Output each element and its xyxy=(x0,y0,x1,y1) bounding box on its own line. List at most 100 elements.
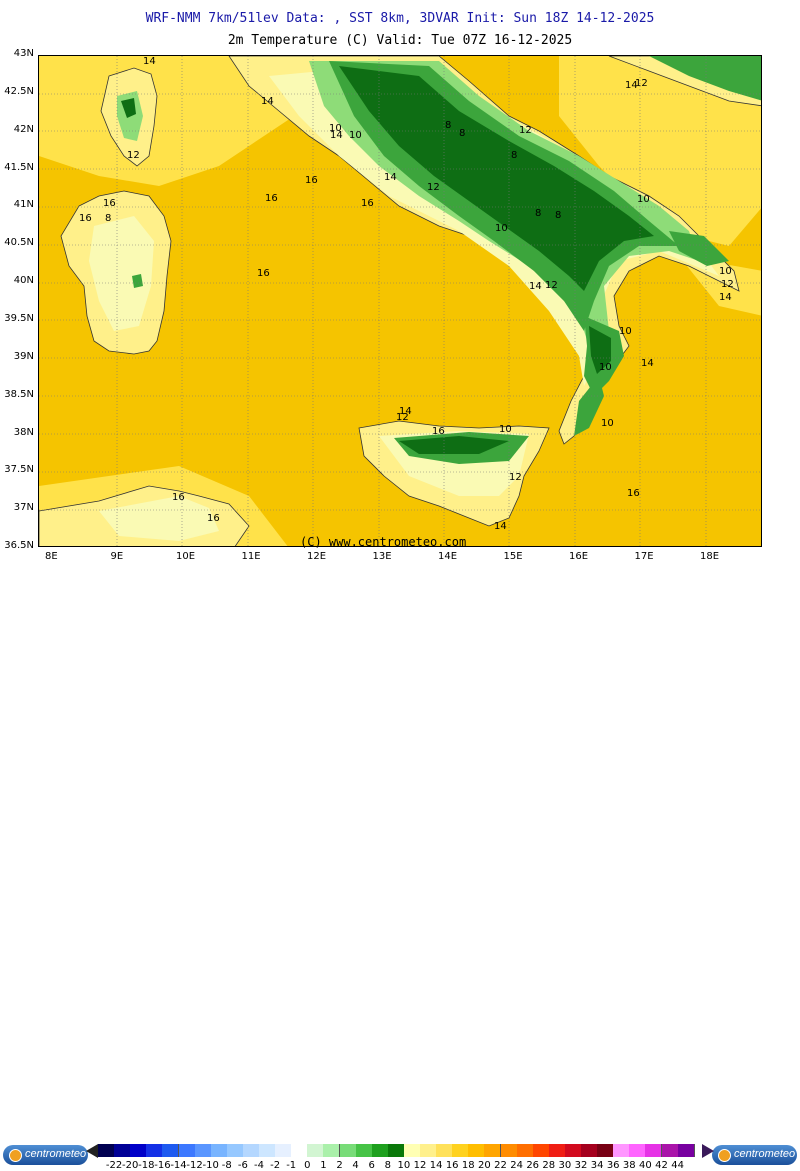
contour-label: 16 xyxy=(361,198,374,209)
legend-swatch xyxy=(194,1144,212,1157)
legend-swatch xyxy=(323,1144,341,1157)
lon-label: 14E xyxy=(438,551,458,562)
lat-label: 36.5N xyxy=(4,540,34,552)
lat-label: 38N xyxy=(13,426,34,438)
legend-max-arrow xyxy=(702,1144,714,1158)
contour-label: 16 xyxy=(79,213,92,224)
legend-swatch xyxy=(484,1144,502,1157)
contour-label: 12 xyxy=(545,280,558,291)
legend-swatch xyxy=(178,1144,196,1157)
contour-label: 12 xyxy=(509,472,522,483)
lat-label: 42N xyxy=(13,123,34,135)
legend-swatch xyxy=(339,1144,357,1157)
contour-label: 14 xyxy=(330,130,343,141)
contour-label: 10 xyxy=(329,123,342,134)
legend-swatch xyxy=(629,1144,647,1157)
contour-label: 12 xyxy=(127,150,140,161)
contour-label: 12 xyxy=(635,78,648,89)
contour-label: 8 xyxy=(535,208,541,219)
legend-swatch xyxy=(403,1144,421,1157)
contour-label: 10 xyxy=(499,424,512,435)
contour-label: 10 xyxy=(601,418,614,429)
lat-label: 41.5N xyxy=(4,161,34,173)
contour-label: 12 xyxy=(396,412,409,423)
copyright-text: (C) www.centrometeo.com xyxy=(300,535,467,549)
color-legend: centrometeo centrometeo -22 -20 -18 -16 -14-… xyxy=(0,571,800,1171)
legend-swatch xyxy=(146,1144,164,1157)
contour-label: 14 xyxy=(719,292,732,303)
field-valid-title: 2m Temperature (C) Valid: Tue 07Z 16-12-… xyxy=(227,33,573,48)
contour-label: 14 xyxy=(641,358,654,369)
brand-logo-left: centrometeo xyxy=(3,1145,88,1165)
contour-label: 16 xyxy=(627,488,640,499)
contour-label: 10 xyxy=(619,326,632,337)
legend-swatch xyxy=(210,1144,228,1157)
contour-label: 16 xyxy=(207,513,220,524)
contour-label: 16 xyxy=(257,268,270,279)
lat-label: 41N xyxy=(13,199,34,211)
lat-label: 40N xyxy=(13,275,34,287)
sardinia-green xyxy=(132,274,143,288)
sea-light-band xyxy=(559,56,761,246)
lat-label: 43N xyxy=(13,48,34,59)
calabria-tip-green xyxy=(574,376,604,436)
contour-label: 14 xyxy=(494,521,507,532)
calabria-dark xyxy=(589,326,611,374)
contour-label: 8 xyxy=(459,128,465,139)
contour-label: 16 xyxy=(432,426,445,437)
lat-label: 37.5N xyxy=(4,464,34,476)
legend-swatch xyxy=(226,1144,244,1157)
gargano-green xyxy=(669,231,729,266)
legend-swatch xyxy=(564,1144,582,1157)
balkans-green xyxy=(649,56,761,101)
legend-swatch xyxy=(597,1144,615,1157)
legend-min-arrow xyxy=(86,1144,98,1158)
brand-name: centrometeo xyxy=(25,1148,87,1160)
contour-label: 14 xyxy=(529,281,542,292)
contour-label: 14 xyxy=(625,80,638,91)
contour-label: 8 xyxy=(105,213,111,224)
lat-label: 39.5N xyxy=(4,312,34,324)
legend-swatch xyxy=(275,1144,293,1157)
lon-label: 13E xyxy=(372,551,392,562)
legend-swatch xyxy=(677,1144,695,1157)
legend-swatch xyxy=(114,1144,132,1157)
legend-swatch xyxy=(661,1144,679,1157)
legend-swatch xyxy=(645,1144,663,1157)
contour-label: 16 xyxy=(103,198,116,209)
lat-label: 38.5N xyxy=(4,388,34,400)
legend-swatch xyxy=(162,1144,180,1157)
graticule xyxy=(39,56,761,546)
legend-swatch xyxy=(259,1144,277,1157)
lat-label: 40.5N xyxy=(4,237,34,249)
legend-swatch xyxy=(371,1144,389,1157)
legend-swatch xyxy=(500,1144,518,1157)
legend-swatch xyxy=(355,1144,373,1157)
legend-swatch xyxy=(242,1144,260,1157)
lon-label: 18E xyxy=(700,551,720,562)
lon-label: 16E xyxy=(569,551,589,562)
legend-swatch xyxy=(130,1144,148,1157)
contour-label: 14 xyxy=(261,96,274,107)
contour-label: 10 xyxy=(349,130,362,141)
sicily-dark xyxy=(399,436,509,454)
contour-label: 16 xyxy=(172,492,185,503)
brand-sun-icon xyxy=(9,1149,22,1162)
model-run-title: WRF-NMM 7km/51lev Data: , SST 8km, 3DVAR… xyxy=(145,11,655,26)
lon-label: 11E xyxy=(241,551,261,562)
temperature-map: 14 14 14 12 16 16 16 16 16 16 14 14 12 12 10 10 10 10 10 10… xyxy=(38,55,762,547)
contour-label: 10 xyxy=(495,223,508,234)
apennine-green-dark xyxy=(339,66,654,291)
contour-label: 16 xyxy=(305,175,318,186)
brand-sun-icon xyxy=(718,1149,731,1162)
corsica-dark xyxy=(121,98,136,118)
lon-label: 10E xyxy=(176,551,196,562)
legend-swatch xyxy=(307,1144,325,1157)
lon-label: 9E xyxy=(110,551,124,562)
lon-label: 17E xyxy=(634,551,654,562)
lon-label: 15E xyxy=(503,551,523,562)
lat-label: 42.5N xyxy=(4,85,34,97)
contour-label: 8 xyxy=(445,120,451,131)
